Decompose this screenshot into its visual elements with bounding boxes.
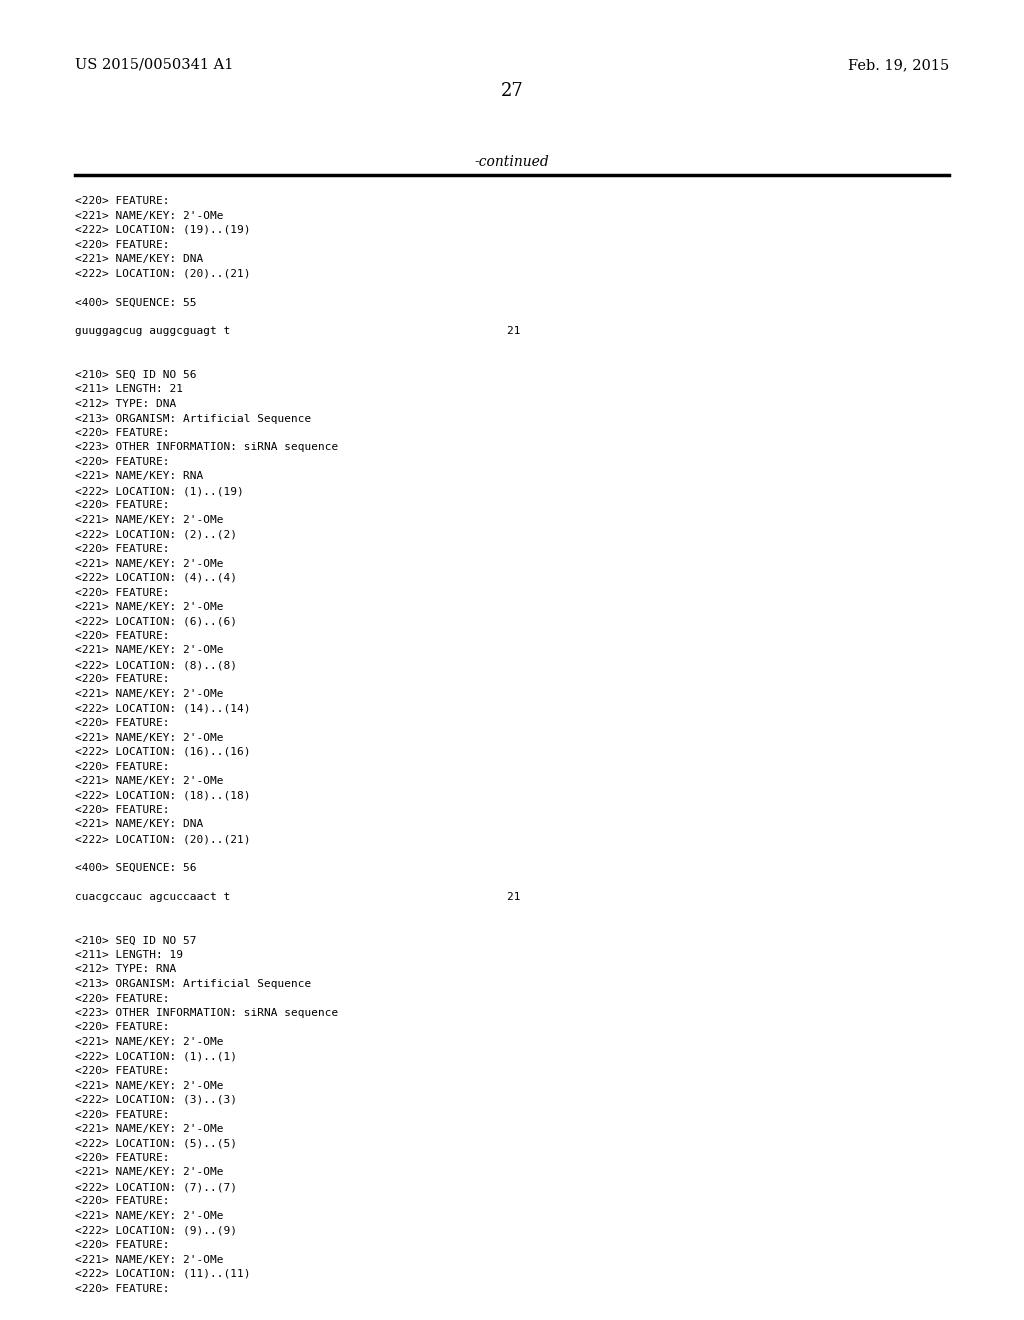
Text: Feb. 19, 2015: Feb. 19, 2015 — [848, 58, 949, 73]
Text: <220> FEATURE:: <220> FEATURE: — [75, 1110, 170, 1119]
Text: <222> LOCATION: (1)..(19): <222> LOCATION: (1)..(19) — [75, 486, 244, 496]
Text: <213> ORGANISM: Artificial Sequence: <213> ORGANISM: Artificial Sequence — [75, 413, 311, 424]
Text: <220> FEATURE:: <220> FEATURE: — [75, 457, 170, 467]
Text: <222> LOCATION: (2)..(2): <222> LOCATION: (2)..(2) — [75, 529, 237, 540]
Text: <220> FEATURE:: <220> FEATURE: — [75, 762, 170, 771]
Text: <221> NAME/KEY: 2'-OMe: <221> NAME/KEY: 2'-OMe — [75, 645, 223, 656]
Text: <220> FEATURE:: <220> FEATURE: — [75, 805, 170, 814]
Text: <220> FEATURE:: <220> FEATURE: — [75, 239, 170, 249]
Text: US 2015/0050341 A1: US 2015/0050341 A1 — [75, 58, 233, 73]
Text: <221> NAME/KEY: 2'-OMe: <221> NAME/KEY: 2'-OMe — [75, 689, 223, 700]
Text: <220> FEATURE:: <220> FEATURE: — [75, 1067, 170, 1076]
Text: guuggagcug auggcguagt t                                         21: guuggagcug auggcguagt t 21 — [75, 326, 520, 337]
Text: <212> TYPE: RNA: <212> TYPE: RNA — [75, 965, 176, 974]
Text: <221> NAME/KEY: 2'-OMe: <221> NAME/KEY: 2'-OMe — [75, 1254, 223, 1265]
Text: <222> LOCATION: (20)..(21): <222> LOCATION: (20)..(21) — [75, 834, 251, 843]
Text: <222> LOCATION: (4)..(4): <222> LOCATION: (4)..(4) — [75, 573, 237, 583]
Text: <221> NAME/KEY: RNA: <221> NAME/KEY: RNA — [75, 471, 203, 482]
Text: <221> NAME/KEY: DNA: <221> NAME/KEY: DNA — [75, 820, 203, 829]
Text: <221> NAME/KEY: DNA: <221> NAME/KEY: DNA — [75, 253, 203, 264]
Text: <213> ORGANISM: Artificial Sequence: <213> ORGANISM: Artificial Sequence — [75, 979, 311, 989]
Text: <220> FEATURE:: <220> FEATURE: — [75, 1239, 170, 1250]
Text: <400> SEQUENCE: 56: <400> SEQUENCE: 56 — [75, 863, 197, 873]
Text: <212> TYPE: DNA: <212> TYPE: DNA — [75, 399, 176, 409]
Text: <222> LOCATION: (5)..(5): <222> LOCATION: (5)..(5) — [75, 1138, 237, 1148]
Text: <220> FEATURE:: <220> FEATURE: — [75, 195, 170, 206]
Text: <222> LOCATION: (16)..(16): <222> LOCATION: (16)..(16) — [75, 747, 251, 756]
Text: <221> NAME/KEY: 2'-OMe: <221> NAME/KEY: 2'-OMe — [75, 558, 223, 569]
Text: <220> FEATURE:: <220> FEATURE: — [75, 1152, 170, 1163]
Text: <222> LOCATION: (19)..(19): <222> LOCATION: (19)..(19) — [75, 224, 251, 235]
Text: <210> SEQ ID NO 56: <210> SEQ ID NO 56 — [75, 370, 197, 380]
Text: <220> FEATURE:: <220> FEATURE: — [75, 1023, 170, 1032]
Text: <221> NAME/KEY: 2'-OMe: <221> NAME/KEY: 2'-OMe — [75, 1210, 223, 1221]
Text: <222> LOCATION: (8)..(8): <222> LOCATION: (8)..(8) — [75, 660, 237, 671]
Text: <220> FEATURE:: <220> FEATURE: — [75, 428, 170, 438]
Text: <222> LOCATION: (1)..(1): <222> LOCATION: (1)..(1) — [75, 1052, 237, 1061]
Text: <220> FEATURE:: <220> FEATURE: — [75, 1283, 170, 1294]
Text: <223> OTHER INFORMATION: siRNA sequence: <223> OTHER INFORMATION: siRNA sequence — [75, 442, 338, 453]
Text: cuacgccauc agcuccaact t                                         21: cuacgccauc agcuccaact t 21 — [75, 892, 520, 902]
Text: 27: 27 — [501, 82, 523, 100]
Text: <222> LOCATION: (6)..(6): <222> LOCATION: (6)..(6) — [75, 616, 237, 627]
Text: <221> NAME/KEY: 2'-OMe: <221> NAME/KEY: 2'-OMe — [75, 1167, 223, 1177]
Text: <221> NAME/KEY: 2'-OMe: <221> NAME/KEY: 2'-OMe — [75, 515, 223, 525]
Text: <222> LOCATION: (11)..(11): <222> LOCATION: (11)..(11) — [75, 1269, 251, 1279]
Text: <221> NAME/KEY: 2'-OMe: <221> NAME/KEY: 2'-OMe — [75, 1038, 223, 1047]
Text: <222> LOCATION: (20)..(21): <222> LOCATION: (20)..(21) — [75, 268, 251, 279]
Text: <221> NAME/KEY: 2'-OMe: <221> NAME/KEY: 2'-OMe — [75, 1081, 223, 1090]
Text: <221> NAME/KEY: 2'-OMe: <221> NAME/KEY: 2'-OMe — [75, 602, 223, 612]
Text: <221> NAME/KEY: 2'-OMe: <221> NAME/KEY: 2'-OMe — [75, 210, 223, 220]
Text: <211> LENGTH: 21: <211> LENGTH: 21 — [75, 384, 183, 395]
Text: <220> FEATURE:: <220> FEATURE: — [75, 718, 170, 729]
Text: <220> FEATURE:: <220> FEATURE: — [75, 500, 170, 511]
Text: <211> LENGTH: 19: <211> LENGTH: 19 — [75, 950, 183, 960]
Text: <220> FEATURE:: <220> FEATURE: — [75, 631, 170, 642]
Text: <220> FEATURE:: <220> FEATURE: — [75, 675, 170, 685]
Text: <222> LOCATION: (9)..(9): <222> LOCATION: (9)..(9) — [75, 1225, 237, 1236]
Text: <222> LOCATION: (3)..(3): <222> LOCATION: (3)..(3) — [75, 1096, 237, 1105]
Text: <220> FEATURE:: <220> FEATURE: — [75, 544, 170, 554]
Text: <222> LOCATION: (7)..(7): <222> LOCATION: (7)..(7) — [75, 1181, 237, 1192]
Text: <221> NAME/KEY: 2'-OMe: <221> NAME/KEY: 2'-OMe — [75, 1125, 223, 1134]
Text: <221> NAME/KEY: 2'-OMe: <221> NAME/KEY: 2'-OMe — [75, 776, 223, 785]
Text: <220> FEATURE:: <220> FEATURE: — [75, 994, 170, 1003]
Text: -continued: -continued — [475, 154, 549, 169]
Text: <223> OTHER INFORMATION: siRNA sequence: <223> OTHER INFORMATION: siRNA sequence — [75, 1008, 338, 1018]
Text: <221> NAME/KEY: 2'-OMe: <221> NAME/KEY: 2'-OMe — [75, 733, 223, 742]
Text: <400> SEQUENCE: 55: <400> SEQUENCE: 55 — [75, 297, 197, 308]
Text: <222> LOCATION: (14)..(14): <222> LOCATION: (14)..(14) — [75, 704, 251, 714]
Text: <210> SEQ ID NO 57: <210> SEQ ID NO 57 — [75, 936, 197, 945]
Text: <220> FEATURE:: <220> FEATURE: — [75, 1196, 170, 1206]
Text: <222> LOCATION: (18)..(18): <222> LOCATION: (18)..(18) — [75, 791, 251, 800]
Text: <220> FEATURE:: <220> FEATURE: — [75, 587, 170, 598]
